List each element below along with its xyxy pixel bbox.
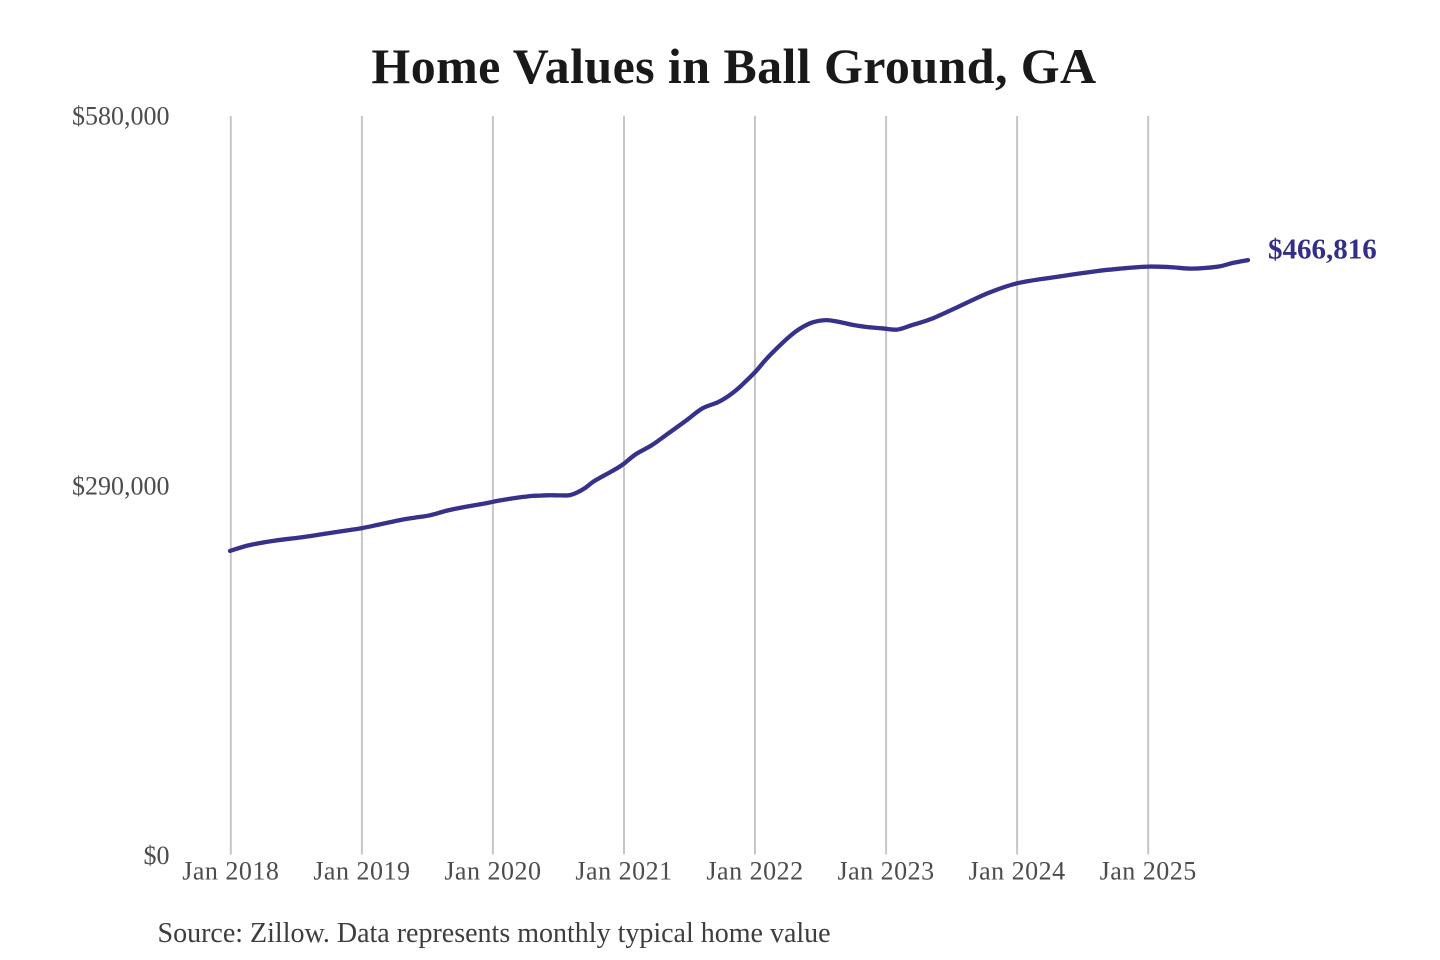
svg-text:Jan 2022: Jan 2022 xyxy=(706,857,803,886)
svg-text:Jan 2023: Jan 2023 xyxy=(838,857,935,886)
svg-text:Jan 2020: Jan 2020 xyxy=(444,857,541,886)
svg-text:Jan 2021: Jan 2021 xyxy=(575,857,672,886)
svg-text:$290,000: $290,000 xyxy=(72,471,170,500)
svg-text:Home Values in Ball Ground, GA: Home Values in Ball Ground, GA xyxy=(371,38,1096,94)
svg-text:$466,816: $466,816 xyxy=(1268,234,1377,266)
svg-text:Source: Zillow. Data represent: Source: Zillow. Data represents monthly … xyxy=(158,918,831,949)
svg-text:Jan 2019: Jan 2019 xyxy=(313,857,410,886)
svg-text:Jan 2018: Jan 2018 xyxy=(182,857,279,886)
svg-text:Jan 2025: Jan 2025 xyxy=(1100,857,1197,886)
svg-text:$580,000: $580,000 xyxy=(72,102,170,131)
svg-text:Jan 2024: Jan 2024 xyxy=(969,857,1066,886)
svg-text:$0: $0 xyxy=(144,841,170,870)
